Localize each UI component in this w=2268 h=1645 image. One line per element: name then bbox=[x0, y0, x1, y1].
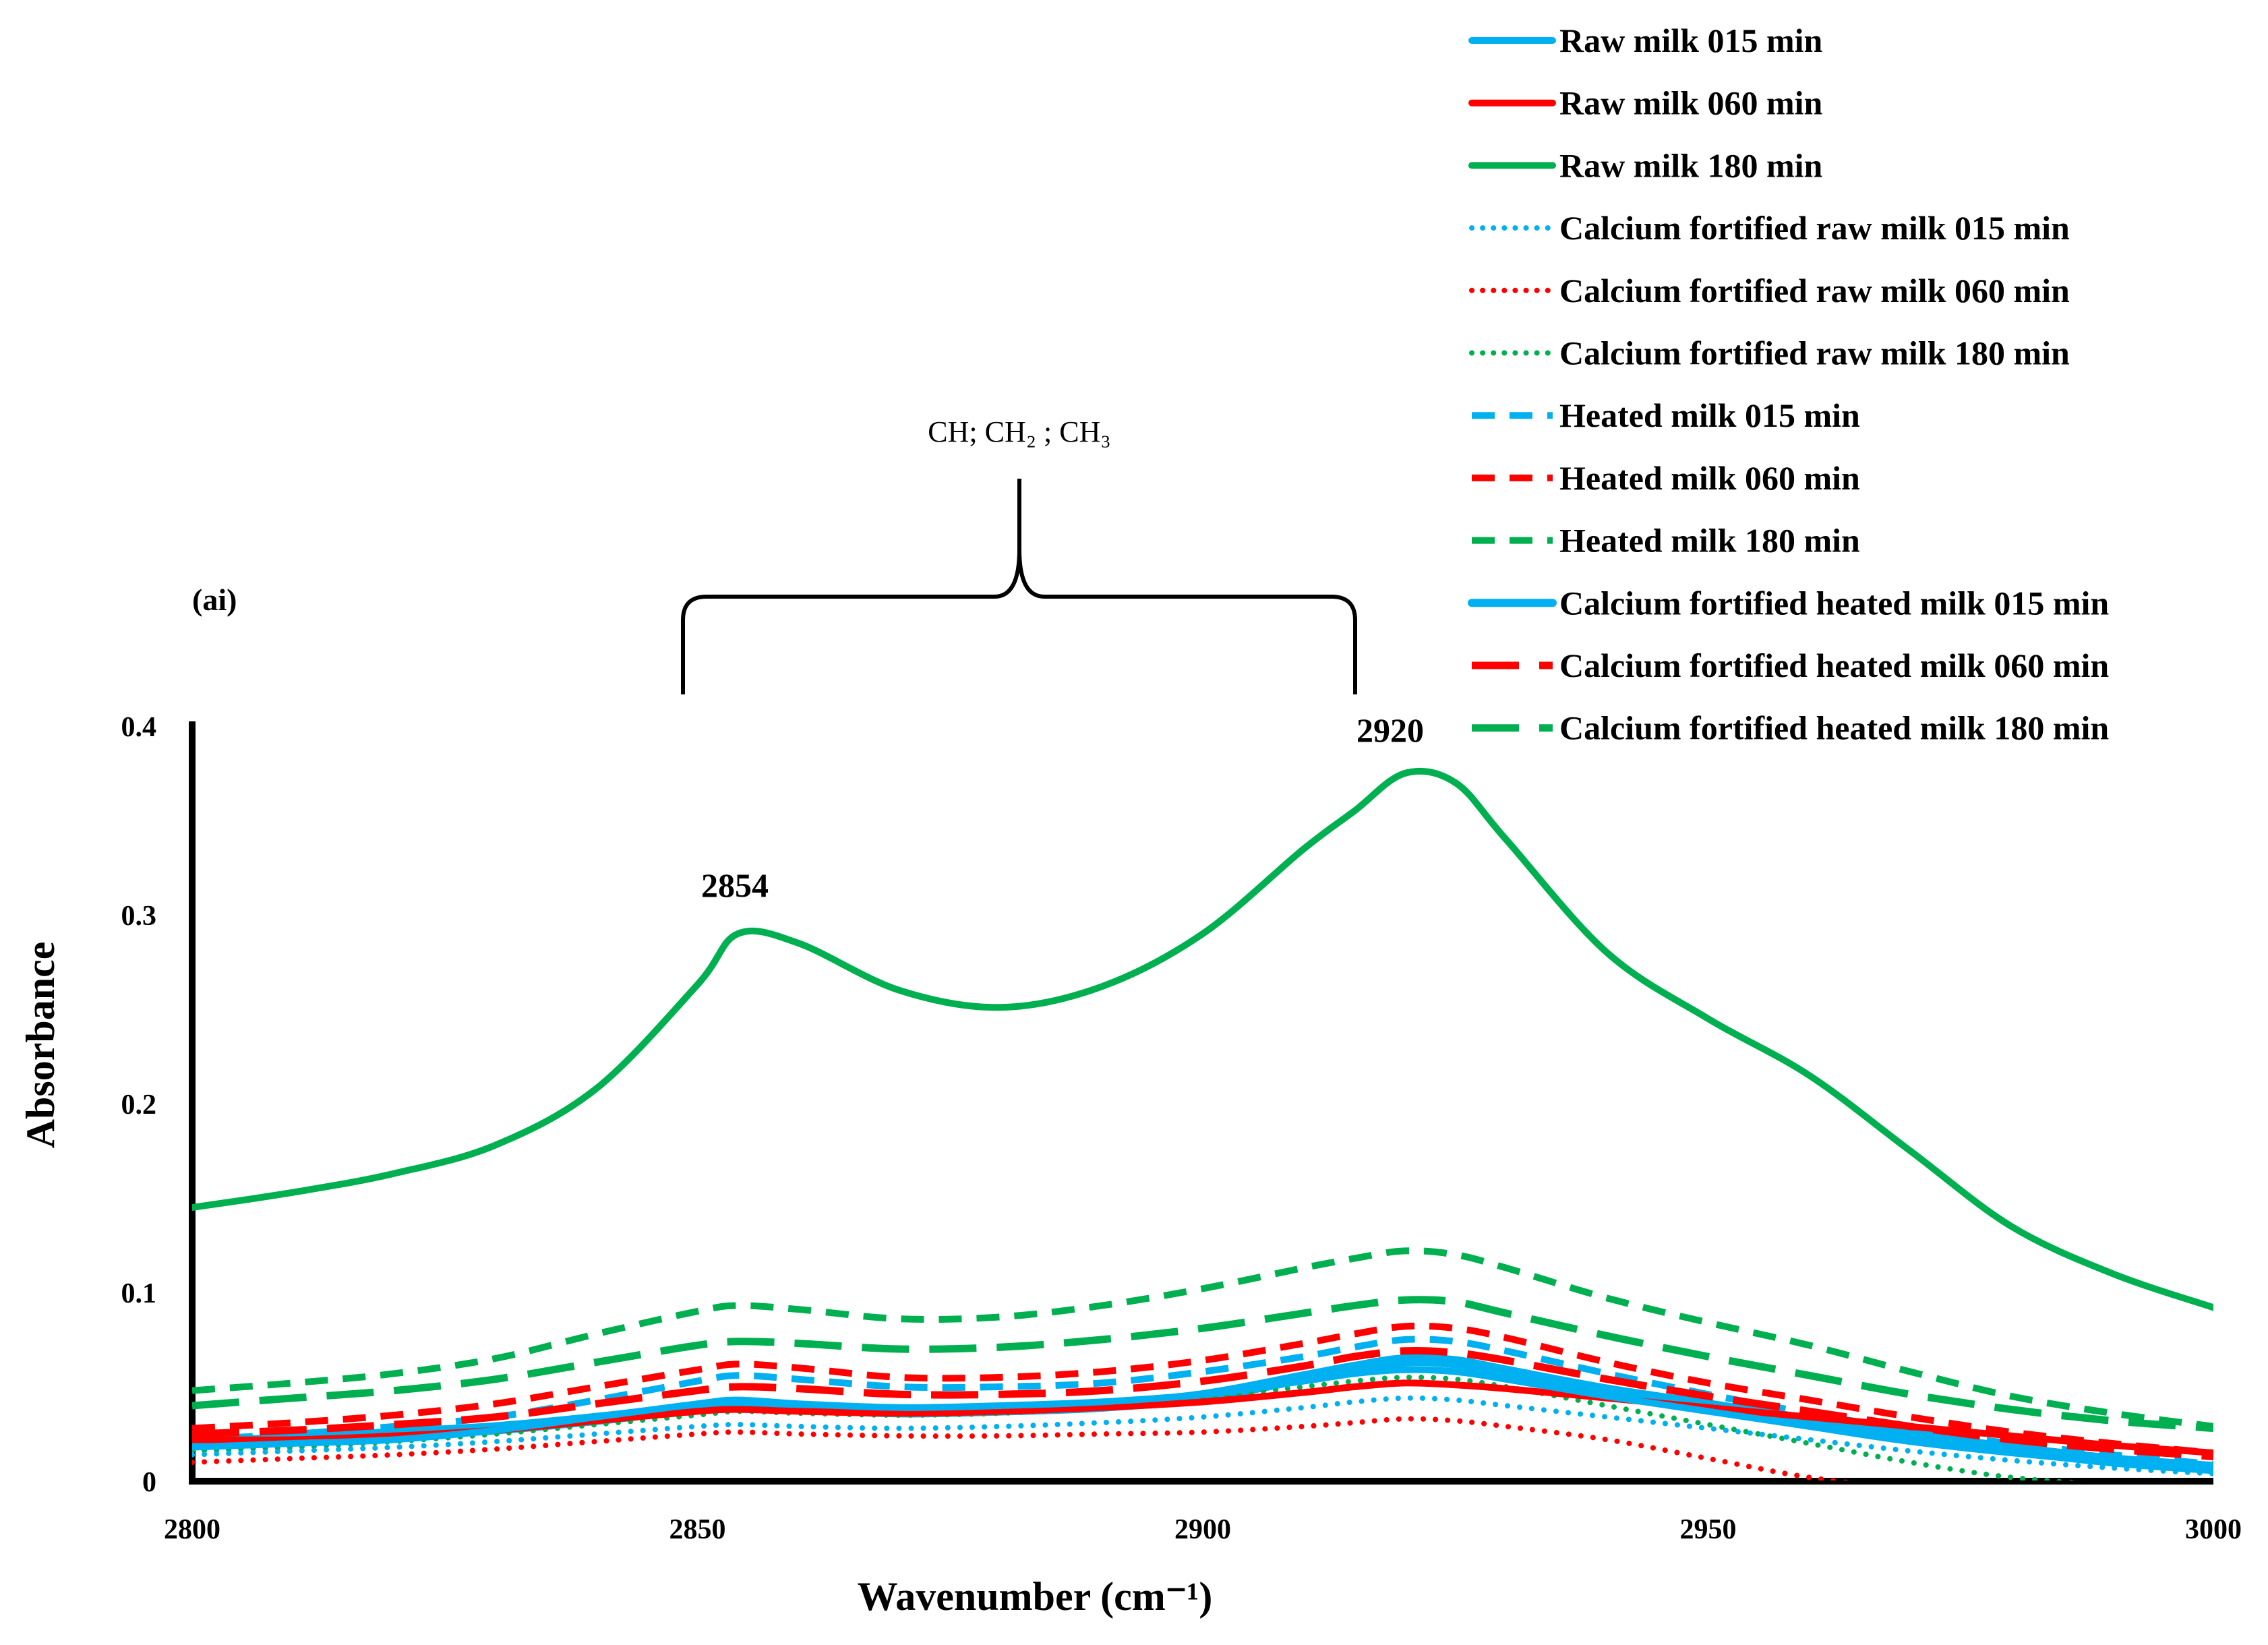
y-tick-label-3: 0.3 bbox=[121, 901, 157, 932]
x-tick-label-2: 2900 bbox=[1174, 1514, 1231, 1545]
peak-label-2854: 2854 bbox=[701, 866, 769, 904]
bracket-annotation bbox=[681, 479, 1357, 694]
legend-label-10: Calcium fortified heated milk 060 min bbox=[1559, 647, 2109, 684]
series-line-10 bbox=[192, 1347, 2213, 1461]
y-tick-label-1: 0.1 bbox=[121, 1278, 157, 1309]
peak-label-2920: 2920 bbox=[1356, 711, 1424, 749]
bracket-label: CH; CH₂ ; CH₃ bbox=[928, 415, 1111, 448]
series-line-7 bbox=[192, 1322, 2213, 1456]
series-line-8 bbox=[192, 1247, 2213, 1430]
legend-label-0: Raw milk 015 min bbox=[1559, 22, 1823, 59]
legend-label-9: Calcium fortified heated milk 015 min bbox=[1559, 584, 2109, 622]
legend-label-7: Heated milk 060 min bbox=[1559, 459, 1860, 497]
legend-label-1: Raw milk 060 min bbox=[1559, 84, 1823, 122]
legend-label-6: Heated milk 015 min bbox=[1559, 396, 1860, 434]
x-tick-label-4: 3000 bbox=[2185, 1514, 2242, 1545]
legend-label-11: Calcium fortified heated milk 180 min bbox=[1559, 709, 2109, 747]
x-axis-title: Wavenumber (cm⁻¹) bbox=[858, 1574, 1213, 1619]
x-tick-label-0: 2800 bbox=[164, 1514, 220, 1545]
y-tick-label-0: 0 bbox=[142, 1467, 156, 1498]
y-tick-label-2: 0.2 bbox=[121, 1089, 157, 1120]
y-axis-title: Absorbance bbox=[18, 942, 63, 1149]
panel-label: (ai) bbox=[192, 582, 237, 617]
series-line-2 bbox=[192, 767, 2213, 1311]
series-line-5 bbox=[192, 1374, 2085, 1481]
series-lines bbox=[192, 767, 2213, 1481]
legend-label-2: Raw milk 180 min bbox=[1559, 146, 1823, 184]
legend-label-8: Heated milk 180 min bbox=[1559, 522, 1860, 560]
x-tick-label-3: 2950 bbox=[1680, 1514, 1737, 1545]
x-tick-label-1: 2850 bbox=[669, 1514, 726, 1545]
series-line-0 bbox=[192, 1366, 2213, 1474]
x-tick-labels: 2800 2850 2900 2950 3000 bbox=[164, 1514, 2242, 1545]
y-tick-labels: 0 0.1 0.2 0.3 0.4 bbox=[121, 712, 157, 1498]
legend-label-4: Calcium fortified raw milk 060 min bbox=[1559, 272, 2070, 309]
legend-label-3: Calcium fortified raw milk 015 min bbox=[1559, 209, 2070, 247]
legend-label-5: Calcium fortified raw milk 180 min bbox=[1559, 334, 2070, 372]
y-tick-label-4: 0.4 bbox=[121, 712, 157, 743]
legend: Raw milk 015 min Raw milk 060 min Raw milk… bbox=[1468, 22, 2109, 747]
series-line-11 bbox=[192, 1296, 2213, 1433]
